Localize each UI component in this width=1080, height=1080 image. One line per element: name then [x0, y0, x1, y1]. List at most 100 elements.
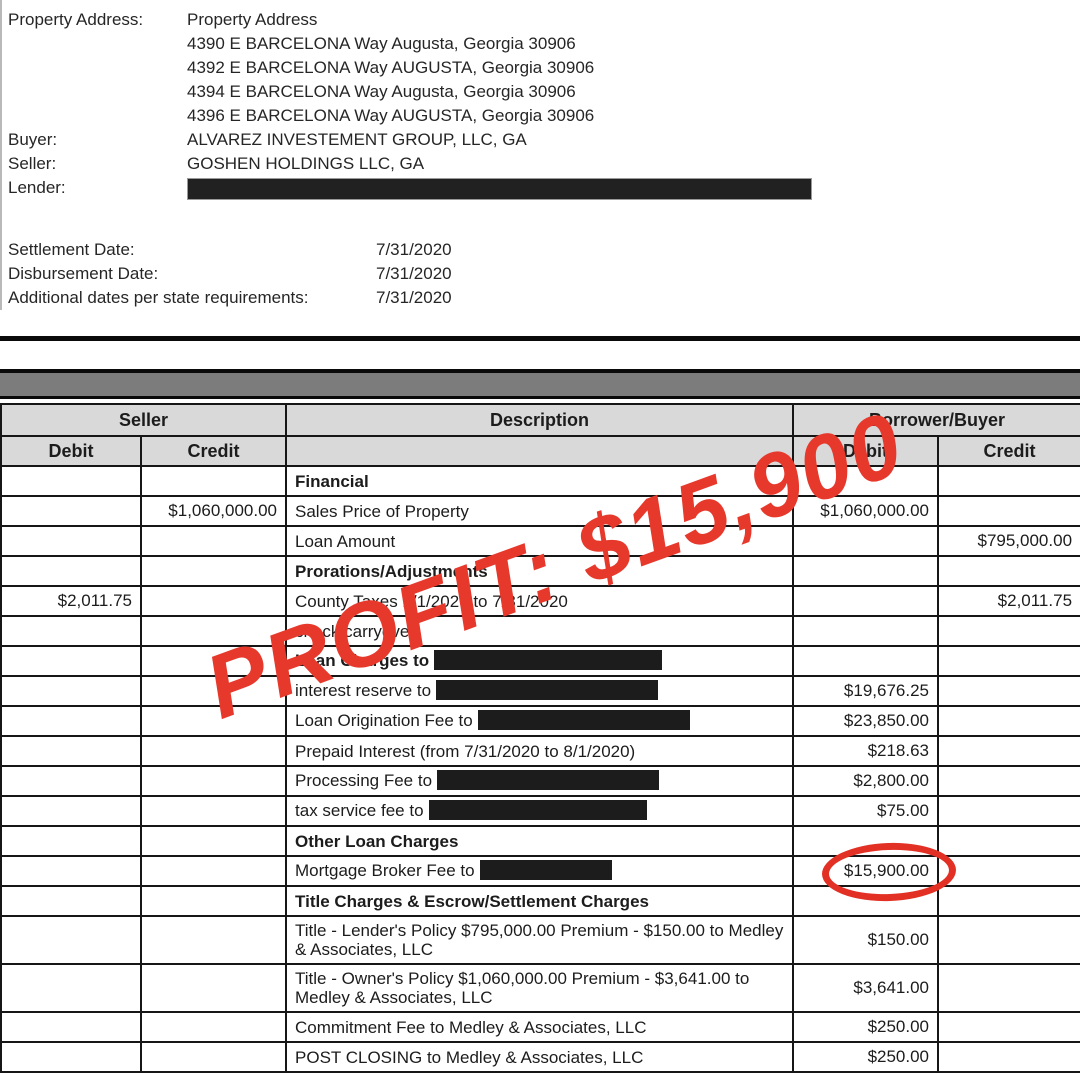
info-row-settlement-date: Settlement Date: 7/31/2020 — [8, 238, 1080, 262]
cell-seller-debit: $2,011.75 — [0, 585, 142, 617]
cell-description: tax service fee to — [285, 795, 795, 827]
description-text: Mortgage Broker Fee to — [295, 860, 475, 880]
description-subheader — [285, 435, 795, 467]
table-group-header-row: Seller Description Borrower/Buyer — [0, 403, 1080, 437]
buyer-group-header: Borrower/Buyer — [792, 403, 1080, 437]
cell-buyer-debit — [792, 465, 940, 497]
cell-buyer-debit: $250.00 — [792, 1011, 940, 1043]
description-text: tax service fee to — [295, 800, 424, 820]
cell-buyer-credit — [937, 855, 1080, 887]
table-row-check-carryover: check/carryover — [0, 615, 1080, 647]
property-buyer-seller-block: Property Address: Property Address 4390 … — [8, 8, 1080, 201]
disbursement-date-label: Disbursement Date: — [8, 264, 159, 283]
cell-seller-credit — [139, 615, 288, 647]
cell-description: Prepaid Interest (from 7/31/2020 to 8/1/… — [285, 735, 795, 767]
table-row-tax-service-fee: tax service fee to $75.00 — [0, 795, 1080, 827]
cell-seller-debit — [0, 825, 142, 857]
cell-seller-debit — [0, 735, 142, 767]
lender-value — [187, 176, 1080, 201]
cell-buyer-credit — [937, 645, 1080, 677]
cell-seller-debit — [0, 525, 142, 557]
cell-buyer-credit — [937, 885, 1080, 917]
redaction-bar — [436, 680, 659, 701]
cell-seller-debit — [0, 885, 142, 917]
cell-description: check/carryover — [285, 615, 795, 647]
redaction-bar — [437, 770, 660, 791]
redaction-bar — [477, 710, 690, 731]
empty-label — [8, 56, 187, 80]
cell-buyer-debit: $75.00 — [792, 795, 940, 827]
lender-label: Lender: — [8, 178, 66, 197]
seller-value: GOSHEN HOLDINGS LLC, GA — [187, 154, 425, 173]
info-row-address-4: 4396 E BARCELONA Way AUGUSTA, Georgia 30… — [8, 104, 1080, 128]
cell-buyer-debit — [792, 525, 940, 557]
table-row-mortgage-broker-fee: Mortgage Broker Fee to $15,900.00 — [0, 855, 1080, 887]
buyer-credit-header: Credit — [937, 435, 1080, 467]
cell-description: Prorations/Adjustments — [285, 555, 795, 587]
cell-buyer-debit: $19,676.25 — [792, 675, 940, 707]
info-row-address-2: 4392 E BARCELONA Way AUGUSTA, Georgia 30… — [8, 56, 1080, 80]
cell-buyer-credit — [937, 495, 1080, 527]
table-row-interest-reserve: interest reserve to $19,676.25 — [0, 675, 1080, 707]
cell-buyer-credit: $795,000.00 — [937, 525, 1080, 557]
settlement-date-value: 7/31/2020 — [376, 240, 452, 259]
empty-label — [8, 104, 187, 128]
table-row-title-owners-policy: Title - Owner's Policy $1,060,000.00 Pre… — [0, 963, 1080, 1013]
info-row-seller: Seller: GOSHEN HOLDINGS LLC, GA — [8, 152, 1080, 176]
section-divider-line — [0, 336, 1080, 341]
cell-buyer-credit — [937, 1011, 1080, 1043]
settlement-date-label: Settlement Date: — [8, 240, 135, 259]
cell-buyer-debit — [792, 585, 940, 617]
seller-credit-header: Credit — [139, 435, 288, 467]
table-row-county-taxes: $2,011.75 County Taxes 1/1/2020 to 7/31/… — [0, 585, 1080, 617]
cell-buyer-debit — [792, 825, 940, 857]
cell-seller-credit — [139, 963, 288, 1013]
cell-seller-credit — [139, 1041, 288, 1073]
cell-description: Loan Origination Fee to — [285, 705, 795, 737]
description-text: Loan Charges to — [295, 650, 430, 670]
cell-buyer-debit — [792, 645, 940, 677]
cell-buyer-credit — [937, 1041, 1080, 1073]
cell-description: Commitment Fee to Medley & Associates, L… — [285, 1011, 795, 1043]
cell-buyer-debit — [792, 615, 940, 647]
table-row-title-lenders-policy: Title - Lender's Policy $795,000.00 Prem… — [0, 915, 1080, 965]
cell-buyer-credit — [937, 615, 1080, 647]
cell-seller-credit — [139, 765, 288, 797]
cell-seller-debit — [0, 675, 142, 707]
table-subheader-row: Debit Credit Debit Credit — [0, 435, 1080, 467]
empty-label — [8, 80, 187, 104]
table-row-prorations: Prorations/Adjustments — [0, 555, 1080, 587]
seller-label: Seller: — [8, 154, 57, 173]
cell-buyer-debit-circled-value: $15,900.00 — [792, 855, 940, 887]
cell-seller-debit — [0, 795, 142, 827]
cell-seller-debit — [0, 465, 142, 497]
address-line-4: 4396 E BARCELONA Way AUGUSTA, Georgia 30… — [187, 106, 595, 125]
address-line-2: 4392 E BARCELONA Way AUGUSTA, Georgia 30… — [187, 58, 595, 77]
cell-description: Financial — [285, 465, 795, 497]
table-row-commitment-fee: Commitment Fee to Medley & Associates, L… — [0, 1011, 1080, 1043]
cell-description: Loan Amount — [285, 525, 795, 557]
table-row-title-charges-header: Title Charges & Escrow/Settlement Charge… — [0, 885, 1080, 917]
cell-description: Title - Owner's Policy $1,060,000.00 Pre… — [285, 963, 795, 1013]
description-text: interest reserve to — [295, 680, 432, 700]
cell-seller-debit — [0, 963, 142, 1013]
redaction-bar — [434, 650, 663, 671]
description-group-header: Description — [285, 403, 795, 437]
info-row-disbursement-date: Disbursement Date: 7/31/2020 — [8, 262, 1080, 286]
buyer-value: ALVAREZ INVESTEMENT GROUP, LLC, GA — [187, 130, 527, 149]
property-address-label: Property Address: — [8, 10, 144, 29]
cell-buyer-debit: $250.00 — [792, 1041, 940, 1073]
cell-buyer-credit — [937, 963, 1080, 1013]
cell-buyer-credit: $2,011.75 — [937, 585, 1080, 617]
address-line-3: 4394 E BARCELONA Way Augusta, Georgia 30… — [187, 82, 576, 101]
buyer-debit-header: Debit — [792, 435, 940, 467]
table-row-processing-fee: Processing Fee to $2,800.00 — [0, 765, 1080, 797]
cell-buyer-credit — [937, 675, 1080, 707]
table-row-other-loan-charges: Other Loan Charges — [0, 825, 1080, 857]
cell-seller-credit — [139, 705, 288, 737]
seller-group-header: Seller — [0, 403, 288, 437]
cell-buyer-credit — [937, 765, 1080, 797]
redaction-bar — [479, 860, 612, 881]
cell-seller-credit — [139, 825, 288, 857]
table-row-financial: Financial — [0, 465, 1080, 497]
